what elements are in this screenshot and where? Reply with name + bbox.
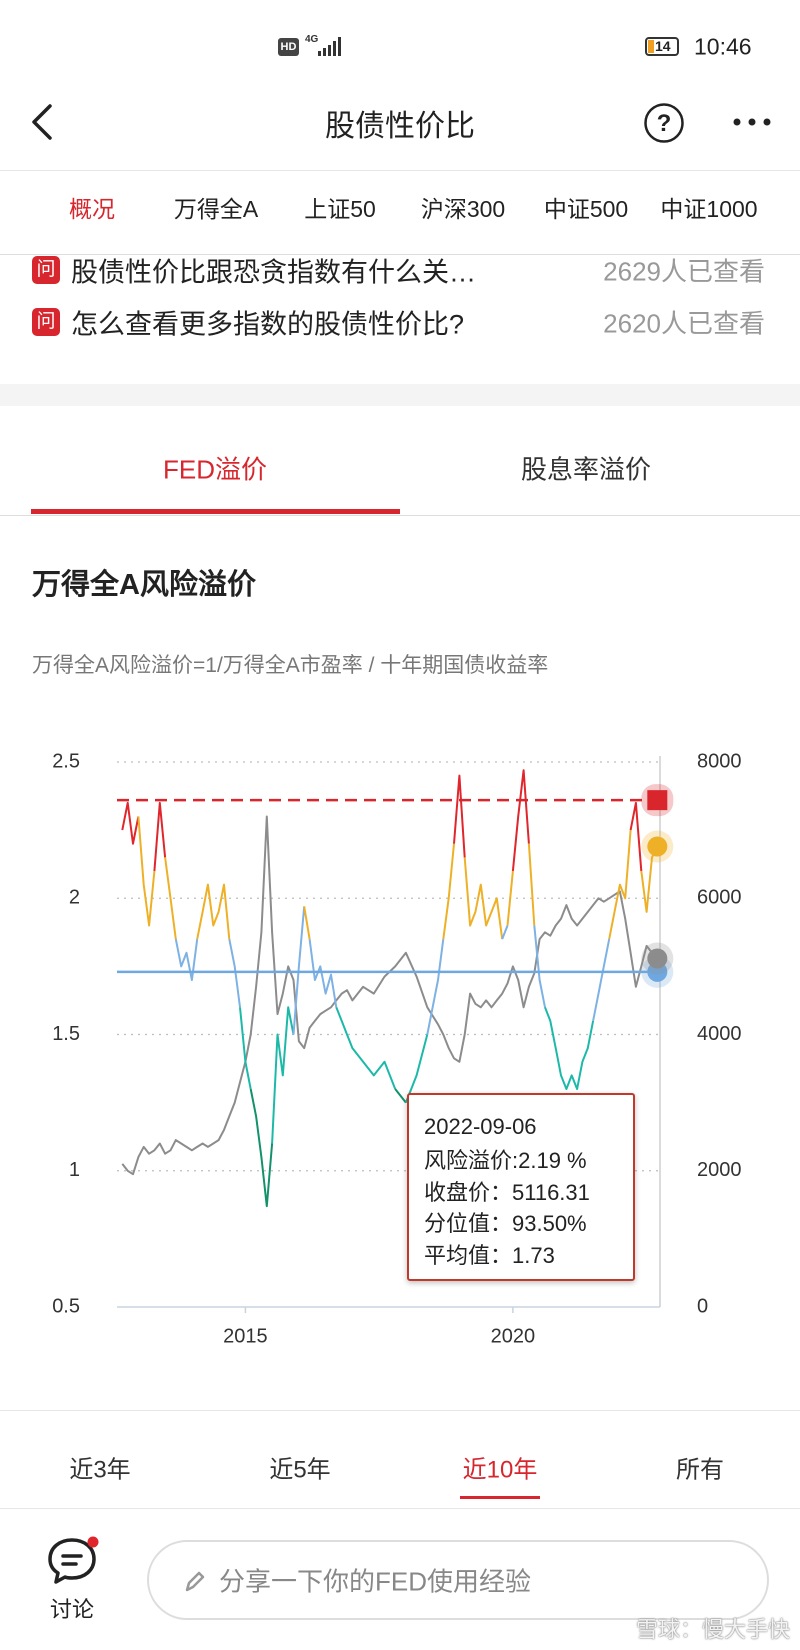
index-tab[interactable]: 沪深300 xyxy=(420,196,506,222)
x-tick-label: 2015 xyxy=(223,1325,268,1347)
divider xyxy=(0,1508,800,1509)
series-line xyxy=(164,857,177,940)
y-tick-label: 0.5 xyxy=(52,1295,80,1317)
y2-tick-label: 2000 xyxy=(697,1159,742,1181)
series-line xyxy=(511,769,530,872)
series-line xyxy=(394,1088,407,1104)
y2-tick-label: 0 xyxy=(697,1295,708,1317)
tooltip-line: 平均值：1.73 xyxy=(424,1243,555,1268)
question[interactable]: 怎么查看更多指数的股债性价比? xyxy=(71,309,465,340)
series-line xyxy=(533,925,546,1008)
y-tick-label: 2 xyxy=(69,887,80,909)
tooltip-line: 风险溢价:2.19 % xyxy=(424,1148,587,1173)
index-tab[interactable]: 概况 xyxy=(69,196,115,222)
series-line xyxy=(121,815,659,1176)
network: 4G xyxy=(305,34,319,45)
battery-level xyxy=(648,40,654,53)
end-marker xyxy=(647,836,668,857)
help-button[interactable]: ? xyxy=(643,102,685,144)
divider xyxy=(0,254,800,255)
pencil-icon xyxy=(185,1571,205,1592)
discuss-icon[interactable] xyxy=(46,1536,102,1588)
index-tab[interactable]: 上证50 xyxy=(304,196,376,222)
index-tab[interactable]: 中证500 xyxy=(543,196,629,222)
section-title: 万得全A风险溢价 xyxy=(32,569,256,601)
series-line xyxy=(137,816,156,927)
question[interactable]: 股债性价比跟恐贪指数有什么关… xyxy=(71,257,476,288)
question-views: 2629人已查看 xyxy=(603,256,765,287)
tab-underline xyxy=(30,509,400,514)
hd-badge: HD xyxy=(278,38,299,56)
y2-tick-label: 4000 xyxy=(697,1023,742,1045)
series-line xyxy=(196,883,231,940)
series-line xyxy=(592,938,611,1022)
series-line xyxy=(292,906,306,1035)
series-line xyxy=(501,925,509,940)
series-line xyxy=(426,938,445,1035)
tooltip-line: 2022-09-06 xyxy=(424,1114,537,1139)
y2-tick-label: 8000 xyxy=(697,750,742,772)
series-line xyxy=(544,1006,595,1090)
signal-icon xyxy=(318,37,341,56)
series-line xyxy=(303,906,311,940)
svg-text:?: ? xyxy=(657,110,672,137)
y-tick-label: 1.5 xyxy=(52,1023,80,1045)
series-line xyxy=(442,843,455,940)
question-views: 2620人已查看 xyxy=(603,308,765,339)
input-placeholder: 分享一下你的FED使用经验 xyxy=(219,1566,532,1597)
battery-text: 14 xyxy=(655,38,671,54)
series-line xyxy=(121,801,140,845)
end-marker xyxy=(647,790,668,811)
premium-tab[interactable]: 股息率溢价 xyxy=(520,454,652,485)
discuss-label[interactable]: 讨论 xyxy=(49,1597,95,1622)
tooltip: 2022-09-06 风险溢价:2.19 % 收盘价：5116.31 分位值：9… xyxy=(407,1093,635,1281)
series-line xyxy=(463,857,504,940)
y2-tick-label: 6000 xyxy=(697,887,742,909)
nav-title: 股债性价比 xyxy=(325,110,475,143)
more-button[interactable] xyxy=(732,115,772,129)
divider xyxy=(0,1410,800,1411)
premium-tab[interactable]: FED溢价 xyxy=(162,454,268,485)
series-line xyxy=(629,801,643,872)
question-badge: 问 xyxy=(32,256,60,284)
watermark: 雪球：慢大手快 xyxy=(635,1617,790,1642)
series-line xyxy=(174,938,199,981)
back-button[interactable] xyxy=(28,102,58,142)
range-tab[interactable]: 近5年 xyxy=(269,1456,331,1484)
end-marker xyxy=(647,948,668,969)
series-line xyxy=(228,938,241,1008)
index-tab[interactable]: 万得全A xyxy=(173,196,259,222)
series-line xyxy=(308,938,338,1008)
series-line xyxy=(453,774,466,858)
series-line xyxy=(239,1007,252,1090)
divider xyxy=(0,515,800,516)
range-tab[interactable]: 所有 xyxy=(676,1456,724,1484)
comment-input[interactable]: 分享一下你的FED使用经验 xyxy=(147,1540,769,1620)
series-line xyxy=(506,870,514,926)
question-badge: 问 xyxy=(32,308,60,336)
series-line xyxy=(527,843,536,926)
series-line xyxy=(249,1088,274,1208)
range-tab[interactable]: 近10年 xyxy=(462,1456,538,1484)
range-tab[interactable]: 近3年 xyxy=(69,1456,131,1484)
y-tick-label: 2.5 xyxy=(52,750,80,772)
series-line xyxy=(608,830,632,940)
tooltip-line: 收盘价：5116.31 xyxy=(424,1180,590,1205)
chart: 0.5 1 1.5 2 2.5 0 2000 4000 6000 8000 2015 2020 xyxy=(52,750,742,1347)
series-line xyxy=(153,801,167,872)
series-line xyxy=(271,1006,295,1144)
y-tick-label: 1 xyxy=(69,1159,80,1181)
formula: 万得全A风险溢价=1/万得全A市盈率 / 十年期国债收益率 xyxy=(32,654,549,677)
battery: 14 xyxy=(645,37,679,56)
x-tick-label: 2020 xyxy=(491,1325,536,1347)
index-tab[interactable]: 中证1000 xyxy=(660,196,758,222)
section-gap xyxy=(0,384,800,406)
tab-underline xyxy=(460,1496,540,1499)
divider xyxy=(0,170,800,171)
tooltip-line: 分位值：93.50% xyxy=(424,1211,587,1236)
clock: 10:46 xyxy=(694,33,752,60)
series-line xyxy=(335,1006,397,1090)
